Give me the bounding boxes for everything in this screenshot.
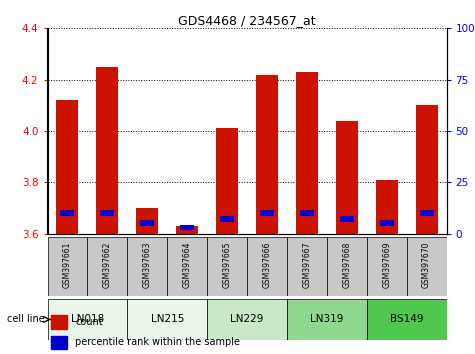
Bar <box>60 210 75 216</box>
Text: count: count <box>76 317 103 327</box>
Bar <box>300 210 314 216</box>
Bar <box>296 72 318 234</box>
Bar <box>327 237 367 296</box>
Bar <box>96 67 118 234</box>
Text: GSM397662: GSM397662 <box>103 242 112 288</box>
Bar <box>100 210 114 216</box>
Bar <box>247 237 287 296</box>
Text: BS149: BS149 <box>390 314 423 325</box>
Bar <box>180 224 194 230</box>
Text: GSM397664: GSM397664 <box>183 242 191 289</box>
Bar <box>207 237 247 296</box>
Bar <box>51 315 67 329</box>
Text: GSM397669: GSM397669 <box>382 242 391 289</box>
Bar <box>220 216 234 222</box>
Bar <box>140 221 154 226</box>
Bar <box>256 75 278 234</box>
Bar <box>287 237 327 296</box>
Text: percentile rank within the sample: percentile rank within the sample <box>76 337 240 348</box>
Bar <box>176 226 198 234</box>
Text: GSM397665: GSM397665 <box>223 242 231 289</box>
Text: GSM397667: GSM397667 <box>303 242 311 289</box>
Bar <box>87 237 127 296</box>
Text: LN319: LN319 <box>310 314 343 325</box>
Bar <box>136 208 158 234</box>
Text: GSM397663: GSM397663 <box>143 242 152 289</box>
Bar <box>48 299 127 340</box>
Bar <box>287 299 367 340</box>
Text: GSM397668: GSM397668 <box>342 242 351 288</box>
Bar <box>127 299 207 340</box>
Text: GSM397661: GSM397661 <box>63 242 72 288</box>
Text: GSM397666: GSM397666 <box>263 242 271 289</box>
Bar <box>127 237 167 296</box>
Bar <box>216 129 238 234</box>
Bar <box>48 237 87 296</box>
Bar <box>376 180 398 234</box>
Bar <box>57 100 78 234</box>
Bar <box>336 121 358 234</box>
Bar <box>416 105 437 234</box>
Bar <box>367 237 407 296</box>
Bar <box>380 221 394 226</box>
Text: cell line: cell line <box>8 314 45 325</box>
Bar <box>367 299 446 340</box>
Text: LN215: LN215 <box>151 314 184 325</box>
Bar <box>340 216 354 222</box>
Bar <box>51 336 67 349</box>
Bar <box>167 237 207 296</box>
Bar <box>260 210 274 216</box>
Text: LN018: LN018 <box>71 314 104 325</box>
Title: GDS4468 / 234567_at: GDS4468 / 234567_at <box>178 14 316 27</box>
Bar <box>207 299 287 340</box>
Bar <box>419 210 434 216</box>
Bar <box>407 237 446 296</box>
Text: LN229: LN229 <box>230 314 264 325</box>
Text: GSM397670: GSM397670 <box>422 242 431 289</box>
